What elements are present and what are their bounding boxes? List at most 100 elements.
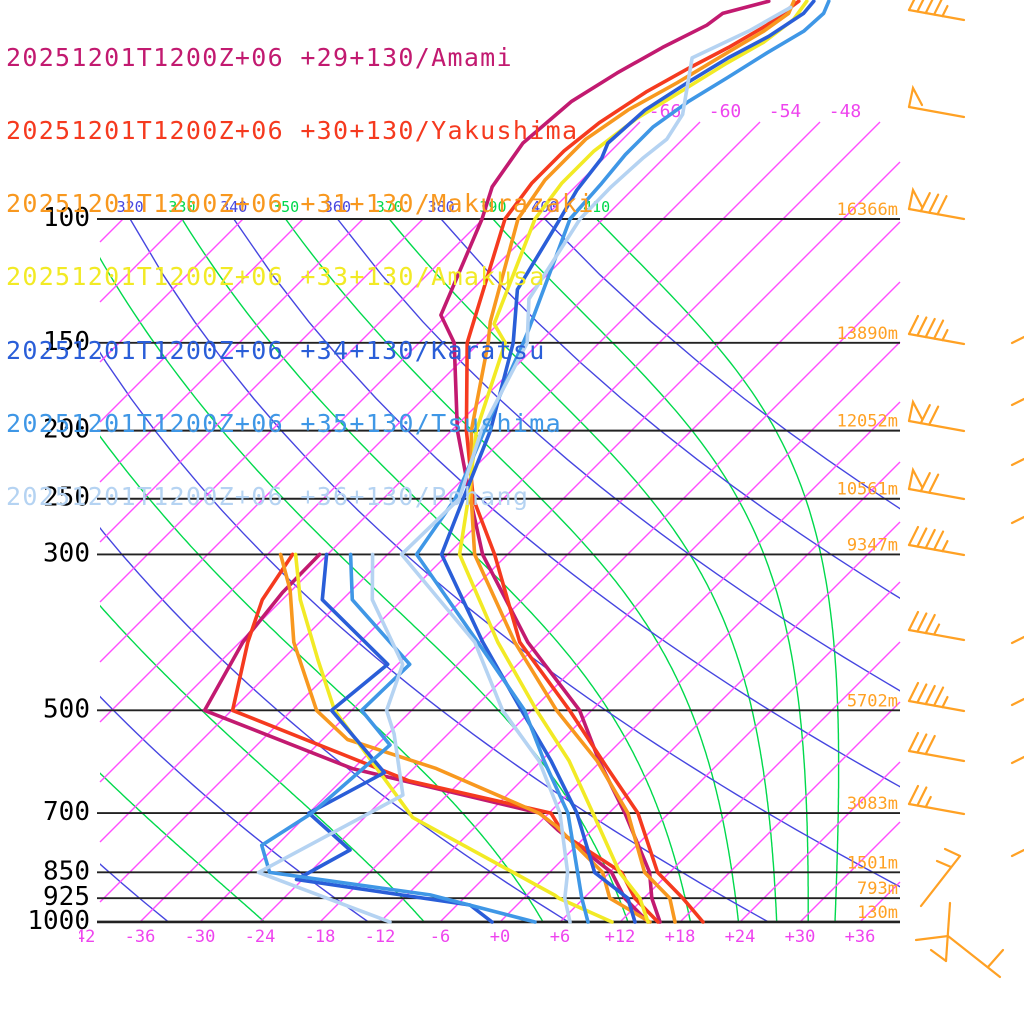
moist-adiabat-line: [285, 219, 740, 922]
barb-feather-full: [935, 859, 953, 869]
barb-feather-full: [928, 405, 940, 426]
barb-flag: [907, 186, 924, 211]
barb-feather-full: [924, 734, 936, 756]
dewpoint-curve-tsushima: [259, 552, 537, 924]
wind-barb-150: [907, 314, 966, 346]
theta-label-330: 330: [168, 198, 195, 216]
barb-feather-full: [907, 731, 920, 753]
altitude-label-925: 793m: [857, 879, 898, 899]
theta-label-320: 320: [117, 198, 144, 216]
moist-adiabat-line: [596, 219, 840, 922]
barb-feather-half: [932, 623, 941, 636]
barb-shaft: [907, 487, 966, 501]
barb-shaft: [907, 105, 966, 119]
dry-adiabat-line: [129, 219, 900, 888]
isotherm-line: [99, 218, 364, 483]
altitude-label-100: 16366m: [837, 200, 898, 220]
wind-barb-300: [907, 525, 966, 557]
barb-feather-full: [907, 0, 916, 12]
dewpoint-curve-pohang: [256, 552, 405, 924]
barb-feather-full: [916, 786, 928, 807]
pressure-label-1000: 1000: [27, 906, 90, 936]
isotherm-line: [99, 121, 881, 903]
dry-adiabat-line: [100, 351, 770, 922]
theta-label-360: 360: [324, 198, 351, 216]
barb-feather-full: [916, 316, 928, 337]
isotherm-line: [439, 461, 901, 923]
barb-feather-full: [932, 686, 945, 707]
barb-feather-full: [916, 612, 928, 633]
barb-feather-full: [924, 613, 936, 635]
isotherms: [99, 121, 901, 923]
altitude-label-300: 9347m: [847, 535, 898, 555]
barb-feather-full: [907, 314, 920, 336]
wind-barb-low-2: [929, 901, 952, 963]
isotherm-line: [859, 881, 901, 923]
barb-feather-full: [916, 683, 928, 704]
barb-feather-full: [924, 0, 934, 15]
altitude-label-200: 12052m: [837, 412, 898, 432]
barb-feather-full: [943, 847, 962, 858]
wind-barb-200: [907, 398, 966, 433]
isotherm-line: [319, 341, 901, 923]
barb-feather-full: [919, 404, 931, 425]
temperature-curve-tsushima: [414, 0, 831, 924]
wind-barb-600: [907, 731, 966, 763]
isotherm-line: [379, 401, 901, 923]
isobars: 100 16366m 150 13890m 200 12052m 250 10561m 300 9…: [27, 200, 900, 936]
temp-tick-label-+18: +18: [665, 927, 696, 947]
pressure-label-300: 300: [43, 538, 90, 568]
moist-adiabat-line: [100, 435, 544, 922]
temp-tick-label--18: -18: [305, 927, 336, 947]
dry-adiabat-line: [100, 863, 170, 922]
barb-feather-full: [919, 192, 931, 213]
barb-feather-full: [932, 530, 945, 551]
barb-feather-full: [924, 528, 936, 550]
isotherm-line: [139, 161, 901, 923]
theta-label-410: 410: [583, 198, 610, 216]
dry-adiabat-line: [544, 219, 900, 510]
legend-entry: 20251201T1200Z+06 +33+130/Amakusa: [6, 262, 546, 292]
dry-adiabat-line: [100, 526, 570, 922]
barb-feather-full: [907, 525, 920, 547]
top-temp-label--48: -48: [829, 101, 862, 122]
altitude-label-500: 5702m: [847, 691, 898, 711]
edge-wind-tick: [1010, 848, 1024, 858]
temp-tick-label--42: -42: [65, 927, 96, 947]
pressure-label-150: 150: [43, 327, 90, 357]
theta-label-380: 380: [428, 198, 455, 216]
isotherm-line: [99, 218, 124, 243]
isotherm-line: [199, 221, 901, 923]
pressure-label-200: 200: [43, 415, 90, 445]
bottom-temp-labels: -42 -36 -30 -24 -18 -12 -6 +0 +6 +12 +18 +24 +30 +36: [65, 927, 875, 947]
isotherm-line: [499, 521, 901, 923]
barb-feather-half: [941, 328, 949, 342]
isotherm-line: [99, 121, 701, 723]
legend-entry: 20251201T1200Z+06 +34+130/Karatsu: [6, 335, 546, 365]
barb-feather-full: [936, 195, 948, 216]
isotherm-line: [99, 121, 761, 783]
temp-tick-label--12: -12: [365, 927, 396, 947]
temp-tick-label--36: -36: [125, 927, 156, 947]
temperature-curve-karatsu: [439, 0, 816, 924]
legend-entry: 20251201T1200Z+06 +35+130/Tsushima: [6, 408, 562, 438]
dry-adiabats: [100, 219, 900, 922]
wind-barbs: [907, 0, 1024, 979]
wind-barb-250: [907, 466, 966, 501]
wind-barb-500: [907, 681, 966, 713]
barb-feather-full: [907, 681, 920, 703]
barb-feather-full: [986, 948, 1005, 969]
top-temp-label--54: -54: [769, 101, 802, 122]
dewpoint-curve-karatsu: [294, 552, 494, 924]
wind-barb-100: [907, 186, 966, 221]
sounding-curves: [202, 0, 831, 924]
wind-barb-700: [907, 784, 966, 816]
isotherm-line: [99, 218, 184, 303]
barb-shaft: [914, 934, 1002, 979]
wind-barb-low-1: [914, 934, 1005, 979]
barb-feather-full: [924, 684, 936, 706]
temp-tick-label-+0: +0: [490, 927, 510, 947]
temperature-curve-amakusa: [457, 0, 809, 924]
